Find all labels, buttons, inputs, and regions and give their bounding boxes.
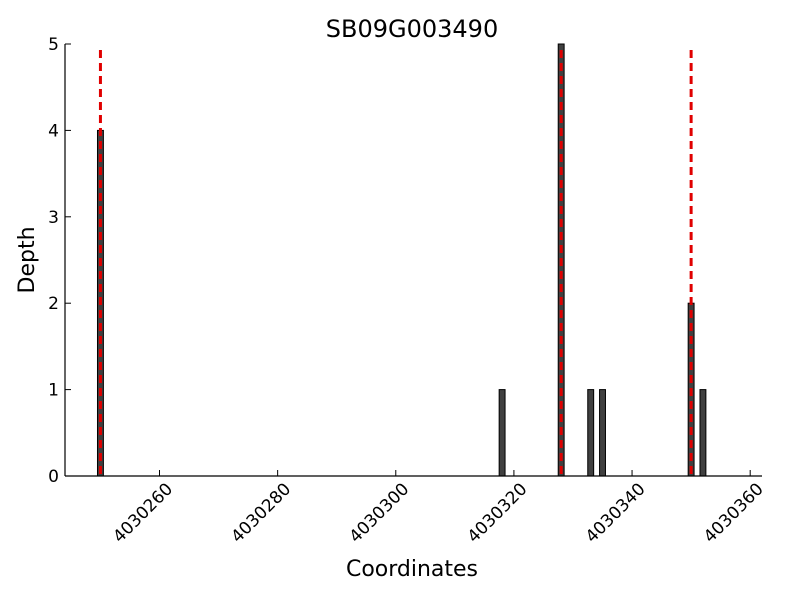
chart-title: SB09G003490 <box>326 15 498 43</box>
x-tick-label-5: 4030360 <box>700 479 768 547</box>
bar-1 <box>498 389 506 477</box>
bar-3 <box>587 389 595 477</box>
x-axis-label: Coordinates <box>346 557 478 582</box>
y-tick-label-2: 2 <box>48 294 59 314</box>
y-tick-label-4: 4 <box>48 121 59 141</box>
y-tick-label-5: 5 <box>48 35 59 55</box>
axes-layer: 0 1 2 3 4 5 4030260 4030280 4030300 4030320 403034… <box>48 35 768 547</box>
bars-layer <box>96 43 707 477</box>
y-tick-label-3: 3 <box>48 208 59 228</box>
x-tick-label-2: 4030300 <box>346 479 414 547</box>
x-tick-label-0: 4030260 <box>109 479 177 547</box>
bar-6 <box>699 389 707 477</box>
x-tick-label-3: 4030320 <box>464 479 532 547</box>
y-tick-label-1: 1 <box>48 381 59 401</box>
bar-4 <box>599 389 606 477</box>
y-tick-label-0: 0 <box>48 467 59 487</box>
y-axis-label: Depth <box>15 226 40 293</box>
x-tick-label-4: 4030340 <box>582 479 650 547</box>
reference-lines-layer <box>98 50 693 476</box>
x-tick-label-1: 4030280 <box>227 479 295 547</box>
